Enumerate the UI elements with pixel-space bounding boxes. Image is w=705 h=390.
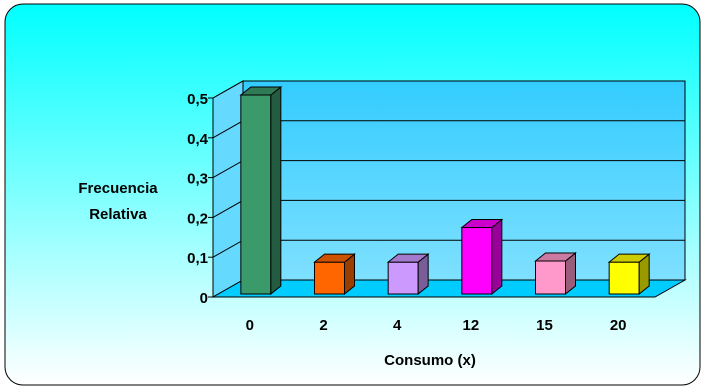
bar-top <box>607 253 651 263</box>
y-tick-label: 0,1 <box>187 250 208 267</box>
x-tick-label: 0 <box>246 317 254 334</box>
plot-area: 0 0,1 0,2 0,3 0,4 0,5 0 2 4 12 15 20 <box>187 80 687 334</box>
y-axis-title: Frecuencia Relativa <box>78 180 158 223</box>
x-tick-label: 2 <box>319 317 327 334</box>
bar-front <box>461 227 493 295</box>
bar-top <box>534 252 577 262</box>
y-tick-label: 0,3 <box>187 171 208 188</box>
bar-front <box>314 261 345 295</box>
x-tick-label: 12 <box>462 317 479 334</box>
y-tick-label: 0,5 <box>187 91 208 108</box>
y-axis-title-line-1: Frecuencia <box>78 180 158 197</box>
bar-side <box>491 218 503 296</box>
x-tick-label: 20 <box>610 317 627 334</box>
bar-top <box>239 86 283 96</box>
x-tick-label: 4 <box>393 317 402 334</box>
x-tick-label: 15 <box>536 317 553 334</box>
bar <box>460 218 504 296</box>
bar-side <box>270 85 282 296</box>
bar-top <box>386 253 430 263</box>
bar-front <box>387 261 419 295</box>
y-tick-label: 0 <box>200 290 208 307</box>
side-wall <box>212 80 244 298</box>
bar-front <box>535 260 566 295</box>
y-tick-label: 0,2 <box>187 210 208 227</box>
y-axis-title-line-2: Relativa <box>89 206 147 223</box>
bar <box>313 253 356 296</box>
y-tick-label: 0,4 <box>187 131 209 148</box>
bar <box>607 253 651 296</box>
x-axis-title: Consumo (x) <box>384 352 476 369</box>
bar <box>239 85 283 296</box>
bar-front <box>240 94 272 295</box>
bar <box>534 251 577 296</box>
bar-front <box>608 261 640 295</box>
bar-top <box>460 219 504 229</box>
bar-top <box>313 253 356 263</box>
x-axis: 0 2 4 12 15 20 <box>246 317 627 334</box>
bar <box>386 253 430 296</box>
gridline <box>212 80 685 99</box>
